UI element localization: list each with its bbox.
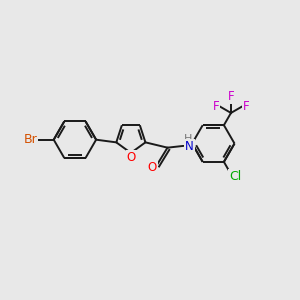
Text: O: O bbox=[127, 151, 136, 164]
Text: F: F bbox=[213, 100, 220, 113]
Text: F: F bbox=[228, 90, 234, 103]
Text: H: H bbox=[184, 134, 193, 144]
Text: F: F bbox=[243, 100, 250, 113]
Text: Br: Br bbox=[23, 133, 37, 146]
Text: N: N bbox=[185, 140, 194, 153]
Text: O: O bbox=[148, 160, 157, 174]
Text: Cl: Cl bbox=[229, 170, 241, 183]
